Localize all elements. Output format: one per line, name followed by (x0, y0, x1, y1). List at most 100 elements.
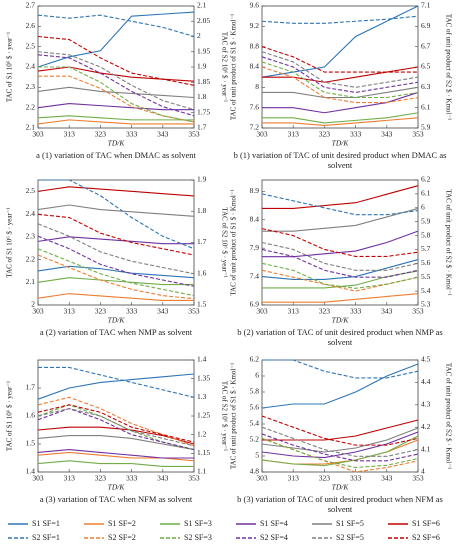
y2-tick-label: 1.85 (197, 77, 210, 86)
x-tick-label: 313 (288, 474, 300, 483)
y2-tick-label: 4.2 (421, 422, 431, 431)
y2-tick-label: 1.6 (197, 268, 207, 277)
y-tick-label: 1.6 (26, 411, 36, 420)
y-tick-label: 6 (255, 371, 259, 380)
x-tick-label: 353 (412, 307, 424, 316)
y2-tick-label: 6.3 (421, 82, 431, 91)
series-line (262, 207, 419, 232)
y-tick-label: 5.4 (250, 419, 260, 428)
series-line (38, 366, 195, 398)
x-tick-label: 333 (126, 130, 138, 139)
x-tick-label: 313 (64, 474, 76, 483)
y2-tick-label: 2.1 (197, 1, 207, 10)
y-axis-title: TAC of unit product of S1 $ · Kmol⁻¹ (230, 189, 238, 295)
x-tick-label: 333 (126, 474, 138, 483)
caption: a (1) variation of TAC when DMAC as solv… (36, 150, 196, 160)
y-tick-label: 2.1 (26, 277, 36, 286)
series-line (37, 407, 195, 451)
series-line (261, 15, 419, 24)
series-line (37, 35, 195, 86)
y2-tick-label: 4 (421, 467, 425, 476)
y-tick-label: 7.4 (250, 271, 260, 280)
legend-label: S2 SF=2 (108, 533, 136, 542)
series-line (262, 293, 419, 303)
caption: a (2) variation of TAC when NMP as solve… (39, 327, 193, 337)
x-tick-label: 333 (126, 307, 138, 316)
x-axis-title: TD/K (332, 139, 350, 148)
series-line (37, 119, 194, 125)
series-line (261, 248, 419, 278)
y-tick-label: 6.9 (250, 300, 260, 309)
y-tick-label: 2.3 (26, 232, 36, 241)
series-line (262, 359, 419, 379)
x-tick-label: 353 (188, 130, 200, 139)
x-axis-title: TD/K (332, 483, 350, 492)
x-tick-label: 353 (412, 474, 424, 483)
y-tick-label: 8.4 (250, 62, 260, 71)
x-tick-label: 353 (412, 130, 424, 139)
y-tick-label: 1.5 (26, 439, 36, 448)
y-tick-label: 9.2 (250, 21, 260, 30)
y-tick-label: 2.1 (26, 123, 36, 132)
series-line (261, 431, 419, 459)
y2-tick-label: 5.3 (421, 300, 431, 309)
y2-axis-title: TAC of S2 10⁶ $ · year⁻¹ (220, 207, 228, 277)
x-axis-title: TD/K (108, 139, 126, 148)
y-tick-label: 1.4 (26, 467, 36, 476)
legend-label: S2 SF=1 (32, 533, 60, 542)
y2-tick-label: 6.5 (421, 62, 431, 71)
y2-tick-label: 4.4 (421, 377, 431, 386)
series-line (37, 277, 194, 286)
x-tick-label: 313 (64, 307, 76, 316)
series-line (261, 259, 419, 280)
series-line (37, 449, 194, 459)
series-line (261, 5, 419, 78)
x-tick-label: 333 (350, 474, 362, 483)
y-axis-title: TAC of S1 10⁶ $ · year⁻¹ (6, 381, 14, 451)
x-tick-label: 333 (350, 130, 362, 139)
y2-tick-label: 1.8 (197, 206, 207, 215)
y2-tick-label: 5.4 (421, 286, 431, 295)
x-tick-label: 303 (256, 130, 268, 139)
y-tick-label: 9.6 (250, 1, 260, 10)
y-tick-label: 7.2 (250, 123, 260, 132)
series-line (261, 51, 419, 88)
y2-tick-label: 6.2 (421, 175, 431, 184)
legend-label: S1 SF=1 (32, 519, 60, 528)
legend-label: S2 SF=3 (184, 533, 212, 542)
y2-tick-label: 1.8 (197, 92, 207, 101)
y2-tick-label: 6.7 (421, 41, 431, 50)
x-tick-label: 343 (157, 474, 169, 483)
series-line (262, 270, 419, 289)
series-line (37, 293, 194, 301)
y2-tick-label: 1.95 (197, 46, 210, 55)
series-line (37, 204, 195, 217)
series-line (37, 426, 195, 445)
y2-tick-label: 5.7 (421, 244, 431, 253)
y-axis-title: TAC of unit product of S1 $ · Kmol⁻¹ (230, 14, 238, 120)
series-line (261, 437, 419, 469)
y-tick-label: 5.2 (250, 435, 260, 444)
series-line (261, 61, 419, 99)
y2-tick-label: 5.6 (421, 258, 431, 267)
x-tick-label: 313 (64, 130, 76, 139)
series-line (37, 396, 195, 447)
y-tick-label: 2.3 (26, 82, 36, 91)
y2-tick-label: 1.7 (197, 123, 207, 132)
y-tick-label: 6.2 (250, 355, 260, 364)
series-line (37, 54, 195, 117)
y2-tick-label: 6.1 (421, 102, 431, 111)
y-tick-label: 7.9 (250, 243, 260, 252)
legend-label: S1 SF=3 (184, 519, 212, 528)
series-line (262, 86, 419, 99)
series-line (37, 248, 195, 297)
y2-tick-label: 1.2 (197, 429, 207, 438)
plot-frame (37, 359, 195, 473)
y2-tick-label: 7.1 (421, 1, 431, 10)
series-line (37, 51, 195, 111)
legend-label: S2 SF=5 (336, 533, 364, 542)
y-tick-label: 8.9 (250, 186, 260, 195)
series-line (37, 404, 195, 443)
series-line (261, 426, 419, 457)
